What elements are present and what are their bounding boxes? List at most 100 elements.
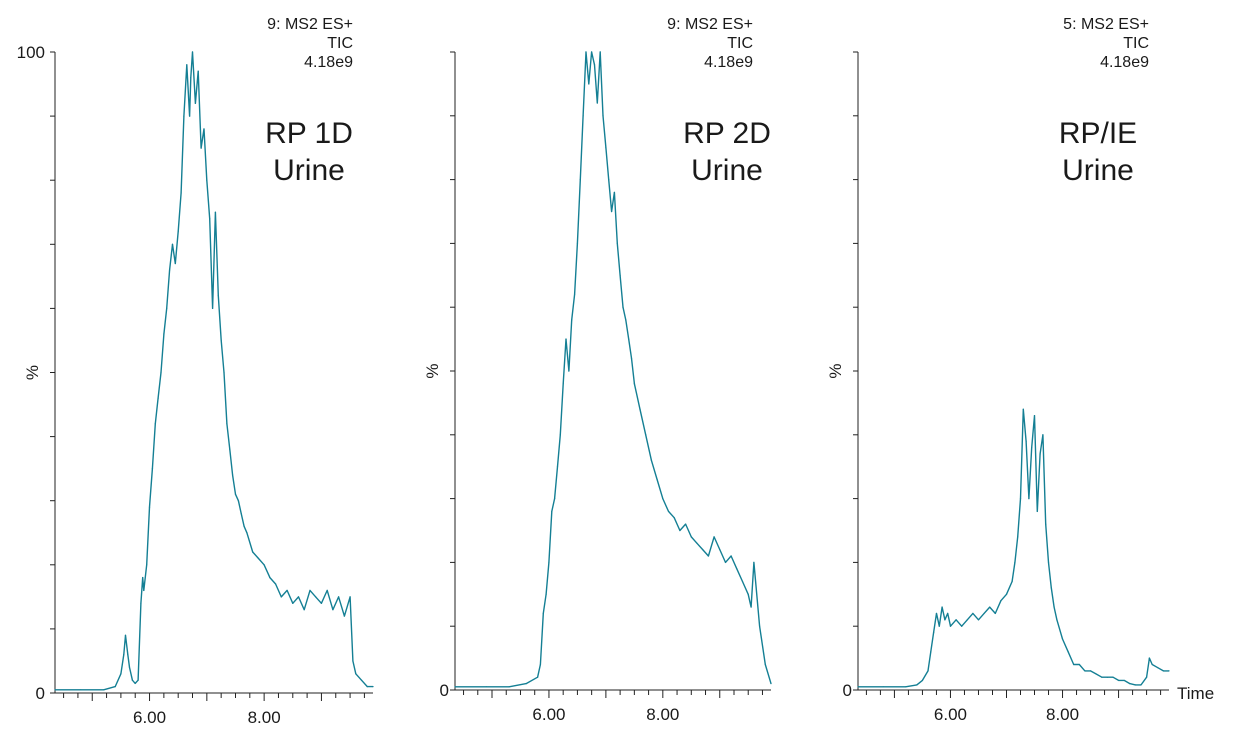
y-axis-label: %: [423, 363, 442, 378]
trace-header-line: TIC: [1123, 35, 1149, 52]
tic-data-point: [576, 242, 579, 244]
tic-data-point: [941, 606, 943, 608]
tic-data-point: [559, 434, 561, 436]
tic-data-point: [591, 51, 593, 53]
tic-data-point: [719, 549, 721, 551]
tic-data-point: [977, 619, 980, 621]
tic-data-point: [269, 577, 271, 579]
tic-data-point: [454, 686, 456, 688]
tic-data-point: [243, 525, 245, 527]
sample-label-line: RP 1D: [265, 117, 353, 150]
tic-data-point: [972, 612, 974, 615]
tic-data-point: [1162, 670, 1164, 672]
tic-data-point: [315, 596, 317, 598]
tic-data-point: [770, 683, 772, 685]
tic-data-point: [650, 459, 653, 461]
tic-data-point: [1157, 667, 1159, 669]
tic-data-point: [1019, 498, 1022, 500]
tic-data-point: [180, 192, 182, 194]
tic-data-point: [548, 561, 550, 564]
tic-data-point: [947, 612, 949, 615]
tic-data-point: [226, 423, 228, 425]
tic-data-point: [610, 210, 613, 213]
tic-data-point: [1014, 561, 1016, 564]
tic-data-point: [542, 612, 544, 615]
tic-data-point: [131, 679, 133, 681]
tic-data-point: [573, 293, 576, 296]
trace-header-line: 4.18e9: [704, 54, 753, 71]
tic-data-point: [1151, 663, 1153, 666]
tic-data-point: [114, 685, 116, 688]
tic-data-point: [163, 333, 165, 335]
tic-data-point: [263, 564, 265, 566]
tic-data-point: [1047, 561, 1050, 564]
trace-header-line: TIC: [327, 35, 353, 52]
tic-data-point: [633, 383, 635, 385]
tic-data-point: [120, 673, 122, 675]
tic-data-point: [622, 306, 624, 308]
tic-data-point: [961, 625, 963, 627]
tic-data-point: [211, 307, 214, 309]
x-tick-label: 6.00: [133, 708, 166, 727]
tic-data-point: [220, 339, 222, 342]
tic-data-point: [320, 602, 323, 604]
tic-data-point: [882, 686, 884, 688]
tic-data-point: [223, 371, 225, 374]
tic-data-point: [189, 115, 191, 117]
tic-data-point: [927, 670, 929, 672]
tic-data-point: [160, 371, 162, 374]
trace-header-line: 9: MS2 ES+: [267, 16, 353, 33]
tic-data-point: [616, 242, 618, 244]
tic-data-point: [303, 609, 305, 611]
tic-data-point: [1000, 600, 1002, 602]
tic-data-point: [568, 370, 570, 372]
tic-data-point: [593, 64, 596, 66]
tic-data-point: [921, 679, 924, 682]
sample-label-line: Urine: [1062, 154, 1134, 187]
tic-data-point: [103, 689, 105, 691]
trace-header-line: 4.18e9: [304, 54, 353, 71]
tic-data-point: [142, 577, 144, 579]
tic-data-point: [1050, 587, 1052, 589]
tic-data-point: [747, 593, 749, 595]
tic-data-point: [753, 561, 755, 564]
tic-data-point: [1084, 670, 1086, 672]
tic-data-point: [1025, 440, 1027, 442]
tic-data-point: [292, 602, 294, 604]
tic-data-point: [309, 589, 311, 592]
tic-data-point: [1168, 670, 1170, 672]
tic-data-point: [1036, 510, 1038, 512]
tic-data-point: [143, 589, 145, 592]
tic-data-point: [257, 557, 260, 559]
chart-panel-1: 9: MS2 ES+ TIC 4.18e9 RP 1D Urine 100 0% 6.00 8.…: [17, 16, 374, 727]
tic-data-point: [571, 319, 573, 321]
tic-data-point: [229, 448, 231, 451]
tic-data-point: [525, 683, 527, 685]
tic-data-point: [366, 685, 368, 688]
tic-data-point: [551, 510, 553, 512]
tic-data-point: [1011, 580, 1013, 583]
y-tick-label: 0: [440, 681, 449, 700]
tic-data-point: [702, 549, 704, 551]
tic-data-point: [707, 555, 709, 557]
tic-data-point: [628, 338, 630, 340]
sample-label-line: Urine: [273, 154, 345, 187]
tic-data-point: [673, 517, 675, 519]
x-axis-title: Time: [1177, 684, 1214, 703]
tic-data-point: [613, 191, 616, 193]
tic-data-point: [1033, 415, 1036, 417]
tic-data-point: [174, 262, 176, 265]
tic-data-point: [237, 500, 239, 502]
sample-label-line: RP/IE: [1059, 117, 1137, 150]
tic-data-point: [679, 529, 681, 532]
tic-data-point: [667, 510, 670, 512]
tic-data-point: [154, 423, 156, 425]
tic-data-point: [639, 408, 641, 410]
tic-data-point: [183, 115, 185, 117]
tic-data-point: [297, 596, 300, 598]
tic-data-point: [197, 70, 199, 72]
tic-data-point: [759, 625, 761, 627]
tic-data-point: [137, 679, 139, 681]
tic-data-point: [360, 679, 363, 681]
